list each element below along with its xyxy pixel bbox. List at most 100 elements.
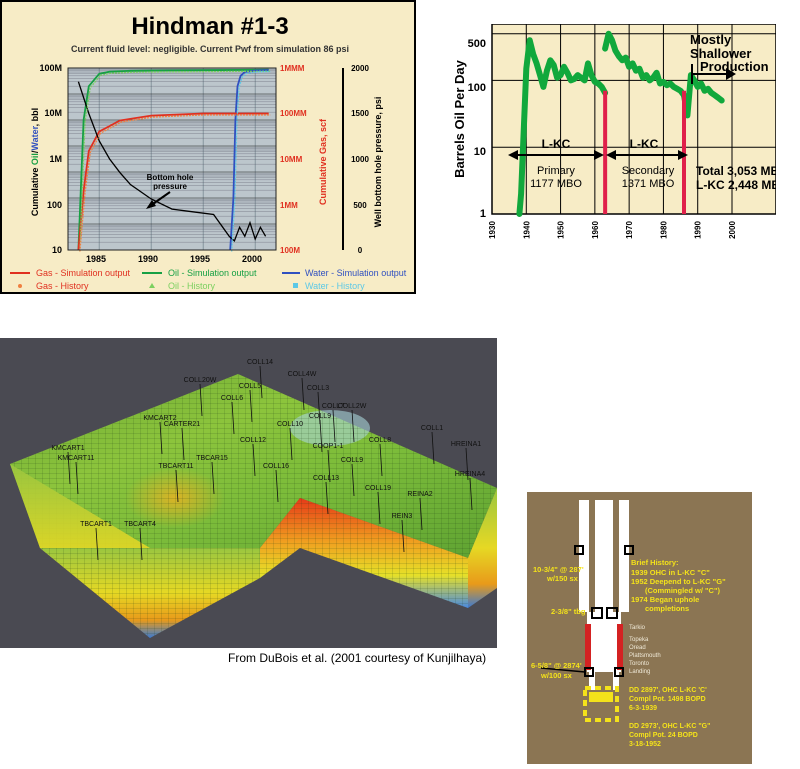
history-title: Brief History: [631, 558, 679, 567]
p-xtick-1980: 1980 [659, 221, 668, 239]
legend-oil-hist-swatch [149, 283, 155, 288]
production-series-group [516, 30, 725, 217]
formation-tarkio: Tarkio [629, 625, 646, 631]
p-xtick-1950: 1950 [557, 221, 566, 239]
p-series-segment-2 [602, 30, 687, 99]
well-label: COLL12 [240, 437, 266, 444]
dd2-line1: DD 2973', OHC L-KC "G" [629, 723, 710, 730]
well-label: COOP1-1 [313, 443, 344, 450]
casing2-leader [540, 667, 586, 673]
p-series-segment-1 [516, 37, 609, 217]
well-label: COLL8 [369, 437, 391, 444]
well-label: REIN3 [392, 513, 413, 520]
h-series-oil-history [79, 70, 271, 252]
well-stick [159, 421, 163, 455]
well-label: COLL4W [288, 371, 317, 378]
annot-mostly: Mostly [690, 32, 732, 47]
well-stick [289, 427, 293, 461]
x-tick-1990: 1990 [138, 254, 158, 264]
annot-lkc1: L-KC [542, 137, 571, 151]
dd1-line3: 6-3-1939 [629, 705, 657, 712]
hindman-series-group [77, 68, 271, 252]
well-stick [259, 365, 263, 399]
dd2-line3: 3-18-1952 [629, 741, 661, 748]
well-label: COLL2W [338, 403, 367, 410]
well-stick [139, 527, 143, 561]
gas-axis-label: Cumulative Gas, scf [318, 118, 328, 205]
well-label: COLL9 [341, 457, 363, 464]
tubing-anchor-right [606, 607, 618, 619]
pressure-tick-0: 0 [358, 246, 363, 255]
p-ytick-10: 10 [474, 146, 486, 158]
well-label: KMCART11 [58, 455, 95, 462]
p-xtick-1940: 1940 [522, 221, 531, 239]
well-stick [351, 463, 355, 497]
legend-water-hist-swatch [293, 283, 298, 288]
well-stick [401, 519, 405, 553]
shallower-arrowhead [726, 68, 736, 80]
well-label: COLL16 [263, 463, 289, 470]
annot-lkc-total: L-KC 2,448 MBO [696, 178, 776, 192]
tubing-label: 2-3/8" tbg [551, 607, 586, 616]
dd1-line2: Compl Pot. 1498 BOPD [629, 696, 706, 703]
pressure-tick-2000: 2000 [351, 64, 369, 73]
well-stick [465, 447, 469, 481]
history-1: 1939 OHC in L-KC "C" [631, 568, 710, 577]
open-hole-lower [583, 686, 619, 722]
pressure-tick-500: 500 [353, 201, 367, 210]
formation-oread: Oread [629, 645, 646, 651]
well-label: TBCART4 [124, 521, 156, 528]
well-stick [419, 497, 423, 531]
well-label: TBCART11 [158, 463, 193, 470]
legend-gas-hist-swatch [18, 284, 22, 288]
bhp-annotation-line1: Bottom hole [147, 173, 194, 182]
annot-production: Production [700, 59, 769, 74]
legend-oil-hist: Oil - History [168, 281, 215, 291]
annot-secondary: Secondary [622, 165, 675, 177]
lkc1-arrowhead-right [594, 150, 604, 160]
perforations-right [617, 624, 623, 670]
annot-total: Total 3,053 MBO [696, 164, 776, 178]
well-stick [377, 491, 381, 525]
well-stick [319, 419, 323, 453]
legend-water-sim: Water - Simulation output [305, 268, 407, 278]
well-label: REINA2 [407, 491, 432, 498]
well-stick [275, 469, 279, 503]
well-label: COLL1 [421, 425, 443, 432]
bhp-arrowhead [146, 200, 156, 209]
well-label: CARTER21 [164, 421, 201, 428]
p-ytick-100: 100 [468, 82, 486, 94]
surface-casing [579, 500, 629, 550]
p-xtick-1960: 1960 [591, 221, 600, 239]
dd2-line2: Compl Pot. 24 BOPD [629, 732, 698, 739]
well-stick [379, 443, 383, 477]
gas-tick-100M: 100M [280, 246, 300, 255]
left-tick-100M: 100M [39, 63, 62, 73]
well-label: COLL3 [307, 385, 329, 392]
well-label: COLL14 [247, 359, 273, 366]
history-3: (Commingled w/ "C") [645, 586, 721, 595]
well-stick [301, 377, 305, 411]
well-label: TBCART1 [80, 521, 112, 528]
legend-gas-hist: Gas - History [36, 281, 89, 291]
pressure-axis-label: Well bottom hole pressure, psi [373, 97, 383, 228]
x-tick-2000: 2000 [242, 254, 262, 264]
model-credit: From DuBois et al. (2001 courtesy of Kun… [228, 651, 487, 665]
hindman-chart-panel: Hindman #1-3 Current fluid level: neglig… [0, 0, 416, 294]
well-stick [351, 409, 355, 443]
formation-toronto: Toronto [629, 661, 650, 667]
well-stick [181, 427, 185, 461]
well-stick [327, 449, 331, 483]
well-label: COLL6 [221, 395, 243, 402]
well-stick [252, 443, 256, 477]
history-5: completions [645, 604, 689, 613]
p-ytick-500: 500 [468, 38, 486, 50]
pressure-tick-1500: 1500 [351, 109, 369, 118]
legend-gas-sim: Gas - Simulation output [36, 268, 131, 278]
well-stick [469, 477, 473, 511]
casing-shoe-right [624, 545, 634, 555]
prod-casing-shoe-right [614, 667, 624, 677]
annot-primary-vol: 1177 MBO [530, 178, 582, 190]
gas-tick-1MM: 1MM [280, 201, 298, 210]
well-stick [431, 431, 435, 465]
